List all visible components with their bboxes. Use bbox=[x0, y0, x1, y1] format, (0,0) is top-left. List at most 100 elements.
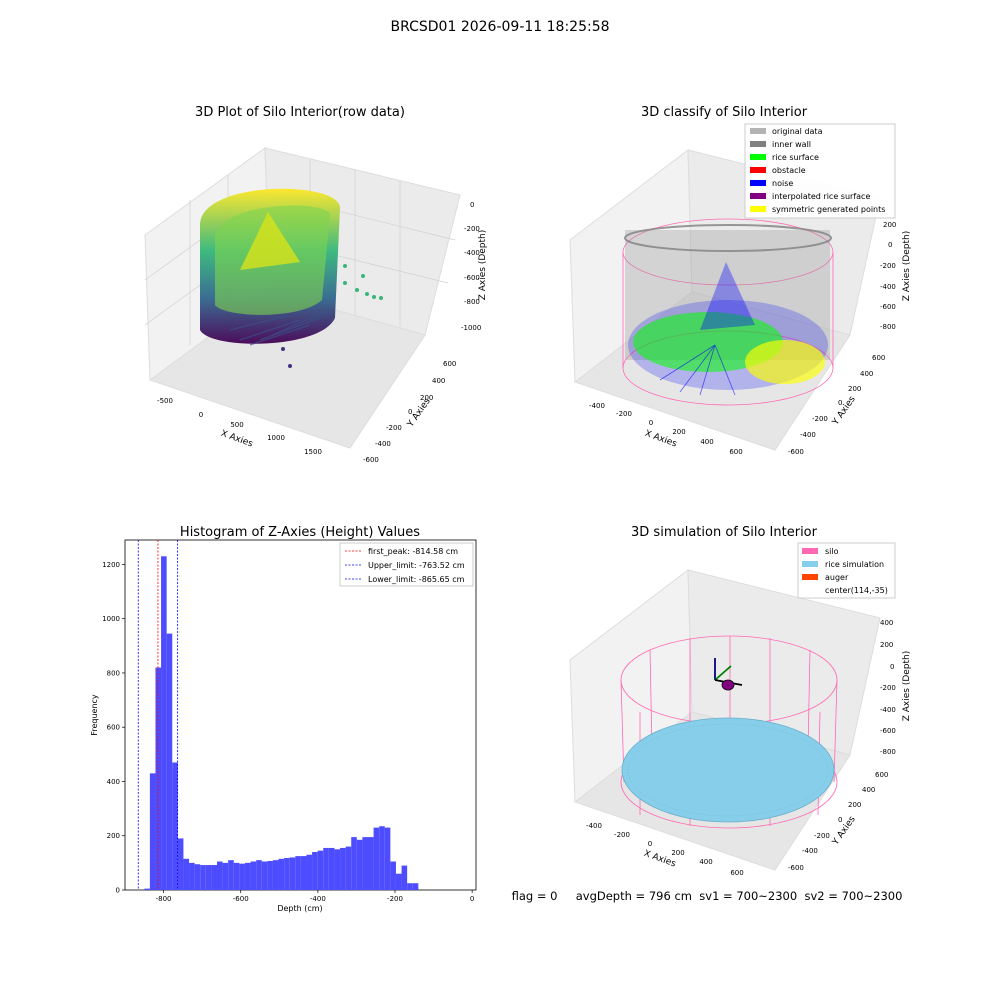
classify-3d-legend: original data inner wall rice surface ob… bbox=[750, 127, 885, 214]
histogram-bar bbox=[149, 773, 156, 890]
classify-3d-noise-rays bbox=[659, 344, 736, 396]
histogram-bar bbox=[317, 850, 324, 890]
histogram-xtick-label: -800 bbox=[156, 895, 172, 903]
histogram-ytick-label: 800 bbox=[107, 669, 120, 677]
legend-swatch-interpolated bbox=[750, 193, 766, 199]
raw-3d-ztick: 0 bbox=[470, 201, 474, 209]
raw-3d-ztick: -200 bbox=[464, 225, 480, 233]
classify-3d-ztick: -200 bbox=[880, 262, 896, 270]
simulation-3d-xtick: 200 bbox=[671, 849, 684, 857]
simulation-3d-zlabel: Z Axies (Depth) bbox=[902, 651, 912, 722]
raw-3d-z-ticks: 0 -200 -400 -600 -800 -1000 bbox=[461, 201, 481, 332]
simulation-3d-legend: silo rice simulation auger center(114,-3… bbox=[802, 547, 888, 595]
classify-3d-xtick: -400 bbox=[589, 402, 605, 410]
simulation-3d-ztick: -600 bbox=[880, 727, 896, 735]
simulation-3d-ytick: 600 bbox=[875, 771, 888, 779]
classify-3d-xtick: 0 bbox=[649, 419, 653, 427]
histogram-legend: first_peak: -814.58 cm Upper_limit: -763… bbox=[345, 547, 465, 584]
histogram-bar bbox=[362, 837, 368, 890]
histogram-bar bbox=[228, 860, 234, 890]
histogram-bar bbox=[239, 863, 245, 890]
classify-3d-ytick: 200 bbox=[848, 385, 861, 393]
figure-suptitle: BRCSD01 2026-09-11 18:25:58 bbox=[390, 19, 609, 35]
histogram-legend-box bbox=[339, 542, 474, 587]
raw-3d-ytick: 400 bbox=[432, 377, 445, 385]
classify-3d-ytick: 600 bbox=[872, 354, 885, 362]
histogram-ytick-label: 1000 bbox=[102, 615, 120, 623]
simulation-3d-ztick: -200 bbox=[880, 684, 896, 692]
panel-histogram: Histogram of Z-Axies (Height) Values -80… bbox=[90, 525, 477, 913]
simulation-3d-auger-head bbox=[721, 679, 735, 691]
histogram-bar bbox=[356, 839, 363, 890]
classify-3d-legend-box bbox=[744, 123, 896, 219]
histogram-bar bbox=[250, 861, 257, 890]
simulation-3d-ytick: 400 bbox=[862, 786, 875, 794]
histogram-bar bbox=[368, 837, 374, 890]
legend-label-interpolated: interpolated rice surface bbox=[772, 192, 870, 201]
raw-3d-xtick: 500 bbox=[230, 421, 243, 429]
raw-3d-xtick: -500 bbox=[157, 397, 173, 405]
legend-label-original-data: original data bbox=[772, 127, 823, 136]
histogram-bar bbox=[194, 864, 201, 890]
histogram-bar bbox=[334, 849, 341, 890]
raw-3d-ytick: -200 bbox=[386, 424, 402, 432]
legend-swatch-symmetric bbox=[750, 206, 766, 212]
histogram-bar bbox=[244, 862, 251, 890]
legend-label-symmetric: symmetric generated points bbox=[772, 205, 885, 214]
raw-3d-xlabel: X Axies bbox=[219, 429, 254, 450]
raw-3d-xtick: 0 bbox=[199, 411, 203, 419]
classify-3d-ztick: 0 bbox=[888, 241, 892, 249]
histogram-bar bbox=[306, 854, 313, 890]
histogram-bar bbox=[412, 883, 419, 890]
histogram-bar bbox=[312, 852, 318, 890]
histogram-bar bbox=[261, 861, 268, 890]
histogram-xlabel: Depth (cm) bbox=[277, 904, 322, 913]
histogram-bar bbox=[328, 847, 335, 890]
histogram-bar bbox=[345, 846, 352, 890]
simulation-3d-rice-texture bbox=[627, 723, 829, 817]
histogram-bar bbox=[161, 556, 167, 890]
histogram-xtick-label: -400 bbox=[310, 895, 326, 903]
raw-3d-ytick: 0 bbox=[408, 408, 412, 416]
histogram-bar bbox=[177, 838, 184, 890]
histogram-bar bbox=[189, 862, 195, 890]
simulation-3d-auger bbox=[714, 658, 743, 691]
panel-classify-3d: 3D classify of Silo Interior original da bbox=[569, 105, 912, 456]
simulation-3d-ylabel: Y Axies bbox=[830, 814, 858, 847]
histogram-ytick-label: 200 bbox=[107, 832, 120, 840]
classify-3d-rice-surface-points bbox=[633, 312, 783, 372]
legend-swatch-auger bbox=[802, 574, 818, 580]
simulation-3d-ztick: 400 bbox=[880, 619, 893, 627]
histogram-bar bbox=[390, 861, 396, 890]
classify-3d-xtick: 200 bbox=[672, 428, 685, 436]
classify-3d-ztick: -400 bbox=[880, 283, 896, 291]
histogram-bar bbox=[379, 826, 385, 890]
legend-swatch-noise bbox=[750, 180, 766, 186]
simulation-3d-title: 3D simulation of Silo Interior bbox=[631, 525, 818, 540]
simulation-3d-ztick: 0 bbox=[890, 663, 894, 671]
classify-3d-ytick: -600 bbox=[788, 448, 804, 456]
histogram-ytick-label: 1200 bbox=[102, 561, 120, 569]
status-summary: flag = 0 avgDepth = 796 cm sv1 = 700~230… bbox=[512, 889, 903, 903]
histogram-bar bbox=[211, 865, 217, 890]
classify-3d-ytick: -200 bbox=[812, 415, 828, 423]
histogram-y-ticks: 0 200 400 600 800 1000 1200 bbox=[102, 561, 125, 895]
simulation-3d-y-ticks: 600 400 200 0 -200 -400 -600 bbox=[788, 771, 888, 872]
simulation-3d-ytick: -600 bbox=[788, 864, 804, 872]
histogram-xtick-label: 0 bbox=[470, 895, 474, 903]
legend-label-noise: noise bbox=[772, 179, 793, 188]
simulation-3d-xtick: 0 bbox=[648, 840, 652, 848]
legend-label-rice-simulation: rice simulation bbox=[825, 560, 884, 569]
simulation-3d-rice-surface bbox=[621, 717, 835, 823]
histogram-bar bbox=[395, 873, 402, 890]
classify-3d-z-ticks: 200 0 -200 -400 -600 -800 bbox=[880, 221, 896, 331]
histogram-bar bbox=[200, 865, 206, 890]
histogram-bar bbox=[205, 865, 212, 890]
raw-3d-streaks bbox=[229, 311, 326, 346]
raw-3d-y-ticks: 600 400 200 0 -200 -400 -600 bbox=[363, 360, 456, 464]
histogram-xtick-label: -200 bbox=[387, 895, 403, 903]
histogram-reference-lines bbox=[137, 540, 179, 890]
histogram-bar bbox=[183, 858, 190, 890]
histogram-ytick-label: 0 bbox=[116, 887, 120, 895]
histogram-bar bbox=[256, 860, 262, 890]
